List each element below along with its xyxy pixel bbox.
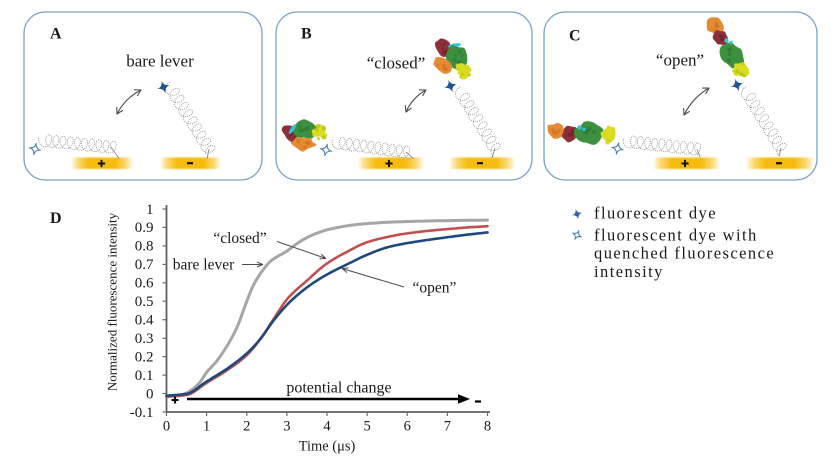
svg-text:fluorescent dye: fluorescent dye: [594, 204, 717, 223]
svg-text:0: 0: [163, 419, 170, 435]
svg-text:“closed”: “closed”: [213, 230, 266, 247]
svg-text:0.1: 0.1: [135, 368, 154, 384]
svg-text:“closed”: “closed”: [367, 54, 426, 73]
svg-text:0.5: 0.5: [135, 294, 154, 310]
svg-text:bare lever: bare lever: [173, 257, 235, 274]
svg-text:8: 8: [484, 419, 491, 435]
svg-text:bare lever: bare lever: [126, 52, 194, 71]
svg-text:-0.1: -0.1: [130, 405, 154, 421]
svg-text:Normalized fluorescence intens: Normalized fluorescence intensity: [105, 212, 120, 391]
svg-text:0.6: 0.6: [135, 276, 154, 292]
svg-text:0.7: 0.7: [135, 257, 154, 273]
svg-text:6: 6: [404, 419, 411, 435]
svg-text:0: 0: [146, 386, 154, 402]
svg-text:0.9: 0.9: [135, 220, 154, 236]
svg-text:0.4: 0.4: [135, 313, 154, 329]
svg-text:0.8: 0.8: [135, 239, 154, 255]
svg-text:4: 4: [323, 419, 331, 435]
svg-text:A: A: [50, 26, 62, 43]
svg-text:5: 5: [363, 419, 370, 435]
svg-text:0.2: 0.2: [135, 349, 154, 365]
svg-text:1: 1: [146, 202, 154, 218]
svg-text:quenched fluorescence: quenched fluorescence: [594, 244, 775, 263]
svg-text:fluorescent dye with: fluorescent dye with: [594, 226, 758, 245]
svg-text:D: D: [50, 210, 62, 227]
svg-text:B: B: [301, 26, 312, 43]
svg-text:1: 1: [203, 419, 210, 435]
svg-text:intensity: intensity: [594, 262, 664, 281]
svg-text:Time (μs): Time (μs): [299, 439, 356, 455]
svg-text:3: 3: [283, 419, 290, 435]
svg-text:“open”: “open”: [413, 280, 457, 297]
svg-text:potential change: potential change: [286, 380, 391, 397]
svg-text:2: 2: [243, 419, 250, 435]
svg-text:C: C: [569, 28, 581, 45]
svg-text:0.3: 0.3: [135, 331, 154, 347]
svg-text:7: 7: [444, 419, 451, 435]
svg-text:“open”: “open”: [656, 51, 704, 70]
